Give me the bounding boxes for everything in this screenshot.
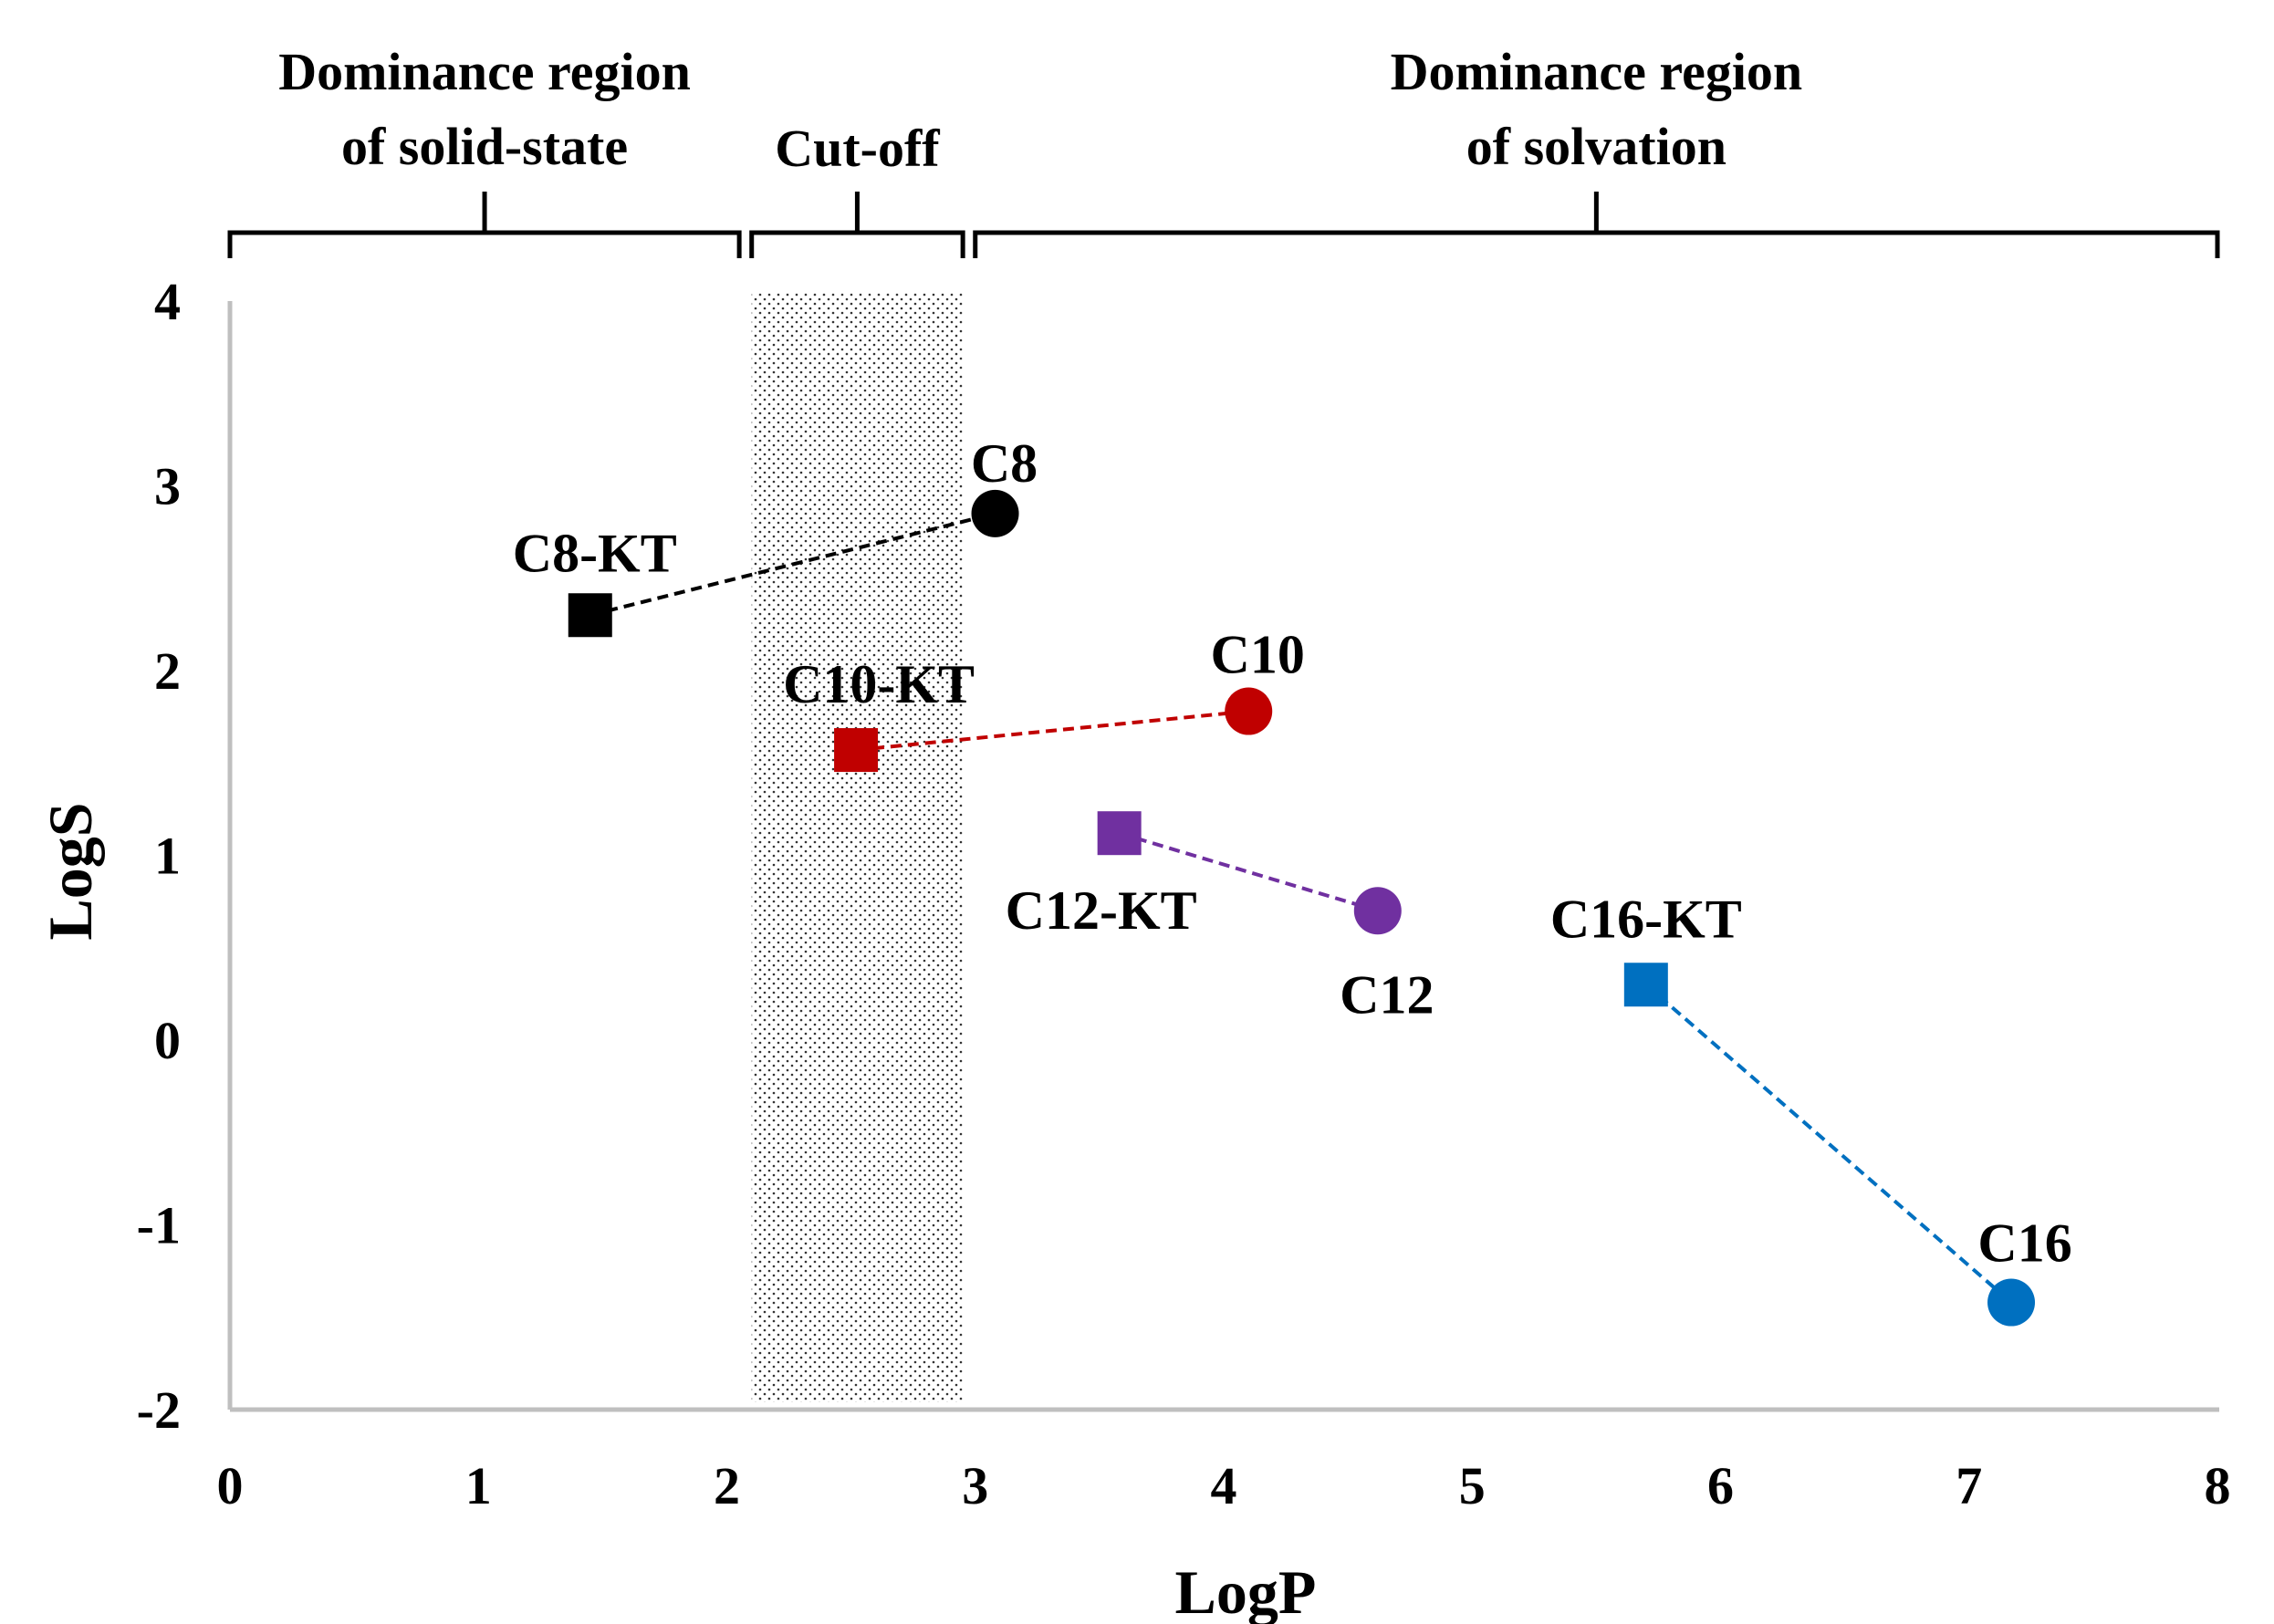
point-marker-c8-kt bbox=[568, 593, 612, 638]
region-brace-solvation bbox=[973, 192, 2220, 258]
y-tick-label: 3 bbox=[154, 457, 181, 516]
x-tick-label: 8 bbox=[2205, 1456, 2231, 1515]
region-brace-solid-state bbox=[227, 192, 742, 258]
series-line-c16 bbox=[1644, 983, 2013, 1305]
x-tick-label: 4 bbox=[1211, 1456, 1237, 1515]
x-tick-label: 5 bbox=[1459, 1456, 1486, 1515]
point-marker-c16 bbox=[1987, 1278, 2036, 1327]
point-label-c8-kt: C8-KT bbox=[513, 523, 677, 583]
x-tick-label: 6 bbox=[1707, 1456, 1734, 1515]
point-marker-c10-kt bbox=[834, 728, 879, 773]
point-label-c12: C12 bbox=[1340, 964, 1434, 1025]
point-marker-c8 bbox=[971, 489, 1019, 537]
point-marker-c12-kt bbox=[1097, 811, 1142, 856]
y-tick-label: 1 bbox=[154, 827, 181, 886]
regions-layer bbox=[227, 192, 2220, 1402]
x-tick-label: 1 bbox=[465, 1456, 492, 1515]
point-marker-c10 bbox=[1225, 687, 1273, 735]
y-tick-label: -1 bbox=[137, 1196, 181, 1255]
point-label-c16: C16 bbox=[1977, 1213, 2071, 1274]
y-tick-label: 2 bbox=[154, 641, 181, 701]
point-marker-c12 bbox=[1353, 887, 1402, 935]
region-label-solid-state-2: of solid-state bbox=[341, 117, 628, 176]
y-tick-label: -2 bbox=[137, 1380, 181, 1440]
point-marker-c16-kt bbox=[1623, 963, 1668, 1007]
region-label-solid-state-1: Dominance region bbox=[278, 42, 691, 101]
point-label-c8: C8 bbox=[971, 433, 1038, 494]
region-label-solvation-2: of solvation bbox=[1466, 117, 1726, 176]
region-label-cut-off-1: Cut-off bbox=[775, 119, 940, 178]
cutoff-shaded-region bbox=[751, 292, 964, 1402]
series-line-c10 bbox=[855, 709, 1249, 753]
point-label-c12-kt: C12-KT bbox=[1006, 880, 1197, 941]
x-axis-title: LogP bbox=[1175, 1557, 1317, 1624]
region-label-solvation-1: Dominance region bbox=[1391, 42, 1803, 101]
series-line-c8 bbox=[589, 511, 996, 618]
y-axis-title: LogS bbox=[36, 802, 105, 940]
series-layer bbox=[568, 489, 2036, 1327]
x-tick-label: 0 bbox=[217, 1456, 244, 1515]
labels-layer: Dominance region of solid-state Cut-off Dom… bbox=[278, 42, 2071, 1274]
y-tick-label: 4 bbox=[154, 272, 181, 331]
series-line-c12 bbox=[1119, 831, 1379, 913]
region-brace-cut-off bbox=[749, 192, 965, 258]
x-tick-label: 7 bbox=[1956, 1456, 1982, 1515]
point-label-c16-kt: C16-KT bbox=[1550, 889, 1742, 949]
point-label-c10-kt: C10-KT bbox=[783, 654, 975, 714]
y-tick-label: 0 bbox=[154, 1011, 181, 1070]
x-tick-label: 3 bbox=[962, 1456, 988, 1515]
axes-layer: 0 1 2 3 4 5 6 7 8 -2 -1 0 1 2 3 4 bbox=[137, 272, 2231, 1515]
x-tick-label: 2 bbox=[714, 1456, 740, 1515]
point-label-c10: C10 bbox=[1211, 625, 1305, 685]
